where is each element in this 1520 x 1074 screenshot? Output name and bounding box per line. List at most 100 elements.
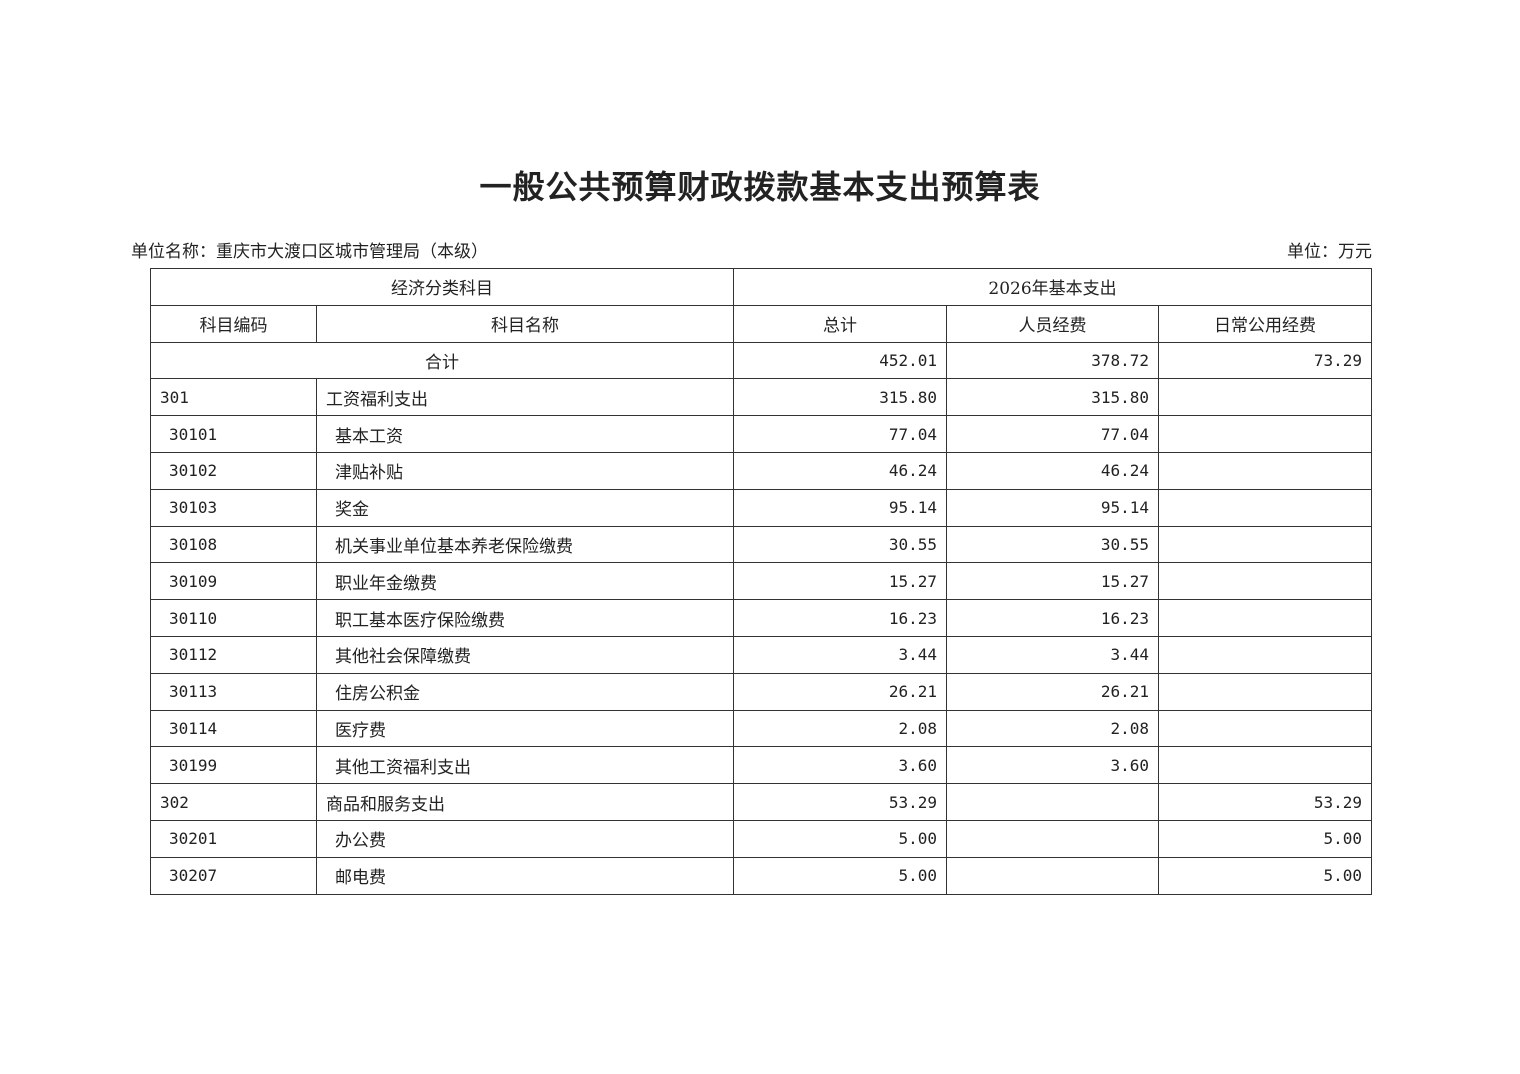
row-name: 其他工资福利支出	[316, 746, 734, 785]
row-public	[1157, 488, 1373, 527]
row-public	[1157, 378, 1373, 417]
row-public: 5.00	[1157, 856, 1373, 895]
header-total: 总计	[733, 304, 947, 343]
row-name: 工资福利支出	[316, 378, 734, 417]
row-personnel	[946, 819, 1159, 858]
header-economic-classification: 经济分类科目	[150, 268, 734, 306]
row-personnel: 15.27	[946, 562, 1159, 601]
row-total: 3.60	[733, 746, 947, 785]
row-name: 职业年金缴费	[316, 562, 734, 601]
row-name: 医疗费	[316, 709, 734, 748]
row-code: 30114	[150, 709, 317, 748]
row-name: 住房公积金	[316, 672, 734, 711]
budget-table: 经济分类科目 2026年基本支出 科目编码 科目名称 总计 人员经费 日常公用经…	[150, 268, 1373, 895]
currency-unit: 单位：万元	[1287, 242, 1372, 262]
table-row: 30201 办公费 5.00 5.00	[150, 819, 1373, 858]
row-personnel: 46.24	[946, 451, 1159, 490]
row-total: 77.04	[733, 415, 947, 453]
header-basic-expenditure: 2026年基本支出	[732, 268, 1373, 306]
header-name: 科目名称	[316, 304, 734, 343]
row-code: 30112	[150, 635, 317, 674]
row-name: 奖金	[316, 488, 734, 527]
row-total: 26.21	[733, 672, 947, 711]
row-total: 5.00	[733, 819, 947, 858]
row-code: 30102	[150, 451, 317, 490]
row-code: 302	[150, 783, 317, 821]
sum-total: 452.01	[733, 341, 947, 380]
row-total: 2.08	[733, 709, 947, 748]
row-total: 53.29	[733, 783, 947, 821]
row-code: 30113	[150, 672, 317, 711]
row-public	[1157, 599, 1373, 637]
header-personnel: 人员经费	[946, 304, 1159, 343]
table-row: 30112 其他社会保障缴费 3.44 3.44	[150, 635, 1373, 674]
row-total: 95.14	[733, 488, 947, 527]
page-title: 一般公共预算财政拨款基本支出预算表	[479, 168, 1041, 206]
table-row: 30108 机关事业单位基本养老保险缴费 30.55 30.55	[150, 525, 1373, 564]
table-row: 301 工资福利支出 315.80 315.80	[150, 378, 1373, 417]
row-total: 30.55	[733, 525, 947, 564]
row-public	[1157, 451, 1373, 490]
table-row: 30114 医疗费 2.08 2.08	[150, 709, 1373, 748]
row-personnel: 3.44	[946, 635, 1159, 674]
sum-row: 合计 452.01 378.72 73.29	[150, 341, 1373, 380]
table-row: 30199 其他工资福利支出 3.60 3.60	[150, 746, 1373, 785]
row-public	[1157, 525, 1373, 564]
row-total: 15.27	[733, 562, 947, 601]
row-code: 30101	[150, 415, 317, 453]
row-name: 邮电费	[316, 856, 734, 895]
row-total: 46.24	[733, 451, 947, 490]
row-total: 3.44	[733, 635, 947, 674]
row-name: 机关事业单位基本养老保险缴费	[316, 525, 734, 564]
header-row: 科目编码 科目名称 总计 人员经费 日常公用经费	[150, 304, 1373, 343]
table-row: 30101 基本工资 77.04 77.04	[150, 415, 1373, 453]
row-public	[1157, 562, 1373, 601]
table-row: 30102 津贴补贴 46.24 46.24	[150, 451, 1373, 490]
row-personnel: 3.60	[946, 746, 1159, 785]
row-total: 5.00	[733, 856, 947, 895]
row-name: 商品和服务支出	[316, 783, 734, 821]
row-name: 职工基本医疗保险缴费	[316, 599, 734, 637]
row-public: 53.29	[1157, 783, 1373, 821]
sum-personnel: 378.72	[946, 341, 1159, 380]
sum-public: 73.29	[1157, 341, 1373, 380]
row-name: 其他社会保障缴费	[316, 635, 734, 674]
row-personnel	[946, 856, 1159, 895]
row-code: 301	[150, 378, 317, 417]
row-code: 30109	[150, 562, 317, 601]
row-code: 30201	[150, 819, 317, 858]
table-row: 302 商品和服务支出 53.29 53.29	[150, 783, 1373, 821]
row-public	[1157, 672, 1373, 711]
header-group-row: 经济分类科目 2026年基本支出	[150, 268, 1373, 306]
table-row: 30113 住房公积金 26.21 26.21	[150, 672, 1373, 711]
row-name: 津贴补贴	[316, 451, 734, 490]
row-total: 16.23	[733, 599, 947, 637]
row-personnel: 16.23	[946, 599, 1159, 637]
row-personnel	[946, 783, 1159, 821]
header-public: 日常公用经费	[1157, 304, 1373, 343]
row-name: 基本工资	[316, 415, 734, 453]
row-public: 5.00	[1157, 819, 1373, 858]
unit-name: 单位名称：重庆市大渡口区城市管理局（本级）	[131, 242, 488, 262]
row-code: 30110	[150, 599, 317, 637]
row-public	[1157, 746, 1373, 785]
row-code: 30103	[150, 488, 317, 527]
row-personnel: 315.80	[946, 378, 1159, 417]
row-personnel: 95.14	[946, 488, 1159, 527]
row-public	[1157, 415, 1373, 453]
row-total: 315.80	[733, 378, 947, 417]
row-personnel: 30.55	[946, 525, 1159, 564]
table-row: 30103 奖金 95.14 95.14	[150, 488, 1373, 527]
table-row: 30207 邮电费 5.00 5.00	[150, 856, 1373, 895]
row-code: 30199	[150, 746, 317, 785]
row-name: 办公费	[316, 819, 734, 858]
row-public	[1157, 635, 1373, 674]
row-code: 30108	[150, 525, 317, 564]
sum-label: 合计	[150, 341, 734, 380]
row-code: 30207	[150, 856, 317, 895]
row-personnel: 2.08	[946, 709, 1159, 748]
row-personnel: 26.21	[946, 672, 1159, 711]
header-code: 科目编码	[150, 304, 317, 343]
row-public	[1157, 709, 1373, 748]
row-personnel: 77.04	[946, 415, 1159, 453]
